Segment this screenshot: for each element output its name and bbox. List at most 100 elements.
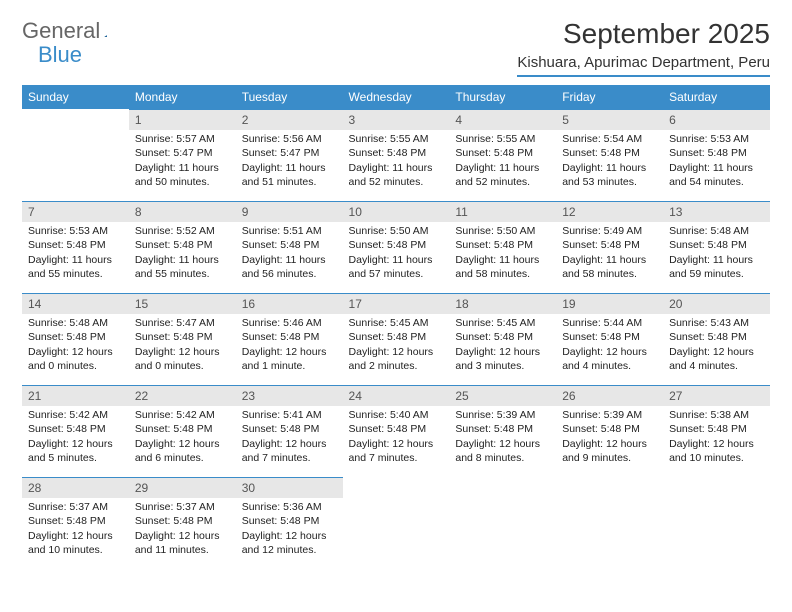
brand-part2: Blue <box>38 42 82 67</box>
sunrise-text: Sunrise: 5:41 AM <box>242 408 337 422</box>
daylight-line1: Daylight: 11 hours <box>455 253 550 267</box>
daylight-line2: and 0 minutes. <box>28 359 123 373</box>
calendar-cell: 22Sunrise: 5:42 AMSunset: 5:48 PMDayligh… <box>129 385 236 477</box>
daylight-line1: Daylight: 11 hours <box>242 161 337 175</box>
daylight-line2: and 58 minutes. <box>455 267 550 281</box>
calendar-week-row: 21Sunrise: 5:42 AMSunset: 5:48 PMDayligh… <box>22 385 770 477</box>
day-body: Sunrise: 5:50 AMSunset: 5:48 PMDaylight:… <box>343 222 450 285</box>
location-subtitle: Kishuara, Apurimac Department, Peru <box>517 54 770 77</box>
daylight-line2: and 58 minutes. <box>562 267 657 281</box>
sunset-text: Sunset: 5:48 PM <box>562 330 657 344</box>
day-number: 18 <box>449 293 556 314</box>
sunset-text: Sunset: 5:48 PM <box>669 422 764 436</box>
calendar-week-row: 14Sunrise: 5:48 AMSunset: 5:48 PMDayligh… <box>22 293 770 385</box>
sunset-text: Sunset: 5:48 PM <box>669 238 764 252</box>
sunset-text: Sunset: 5:48 PM <box>28 238 123 252</box>
sunrise-text: Sunrise: 5:54 AM <box>562 132 657 146</box>
day-body: Sunrise: 5:37 AMSunset: 5:48 PMDaylight:… <box>129 498 236 561</box>
day-number: 5 <box>556 109 663 130</box>
calendar-cell: 21Sunrise: 5:42 AMSunset: 5:48 PMDayligh… <box>22 385 129 477</box>
day-number: 21 <box>22 385 129 406</box>
sunrise-text: Sunrise: 5:36 AM <box>242 500 337 514</box>
day-body: Sunrise: 5:38 AMSunset: 5:48 PMDaylight:… <box>663 406 770 469</box>
calendar-cell: 27Sunrise: 5:38 AMSunset: 5:48 PMDayligh… <box>663 385 770 477</box>
calendar-cell: 8Sunrise: 5:52 AMSunset: 5:48 PMDaylight… <box>129 201 236 293</box>
daylight-line1: Daylight: 12 hours <box>135 437 230 451</box>
daylight-line1: Daylight: 11 hours <box>669 253 764 267</box>
sunrise-text: Sunrise: 5:56 AM <box>242 132 337 146</box>
sunset-text: Sunset: 5:48 PM <box>135 330 230 344</box>
month-title: September 2025 <box>517 18 770 50</box>
calendar-week-row: 7Sunrise: 5:53 AMSunset: 5:48 PMDaylight… <box>22 201 770 293</box>
sunset-text: Sunset: 5:48 PM <box>349 146 444 160</box>
day-number: 11 <box>449 201 556 222</box>
calendar-cell: 4Sunrise: 5:55 AMSunset: 5:48 PMDaylight… <box>449 109 556 201</box>
sunset-text: Sunset: 5:48 PM <box>28 422 123 436</box>
calendar-cell: 19Sunrise: 5:44 AMSunset: 5:48 PMDayligh… <box>556 293 663 385</box>
sunrise-text: Sunrise: 5:47 AM <box>135 316 230 330</box>
day-body: Sunrise: 5:39 AMSunset: 5:48 PMDaylight:… <box>449 406 556 469</box>
daylight-line1: Daylight: 12 hours <box>349 345 444 359</box>
day-number: 15 <box>129 293 236 314</box>
day-number: 26 <box>556 385 663 406</box>
day-number: 30 <box>236 477 343 498</box>
sunset-text: Sunset: 5:48 PM <box>562 146 657 160</box>
sunset-text: Sunset: 5:47 PM <box>242 146 337 160</box>
calendar-cell: 30Sunrise: 5:36 AMSunset: 5:48 PMDayligh… <box>236 477 343 569</box>
sunrise-text: Sunrise: 5:37 AM <box>135 500 230 514</box>
header: General September 2025 Kishuara, Apurima… <box>22 18 770 77</box>
sunrise-text: Sunrise: 5:45 AM <box>455 316 550 330</box>
daylight-line2: and 0 minutes. <box>135 359 230 373</box>
sunrise-text: Sunrise: 5:57 AM <box>135 132 230 146</box>
weekday-wed: Wednesday <box>343 85 450 109</box>
daylight-line1: Daylight: 11 hours <box>135 161 230 175</box>
day-number: 28 <box>22 477 129 498</box>
sunset-text: Sunset: 5:48 PM <box>455 146 550 160</box>
daylight-line2: and 9 minutes. <box>562 451 657 465</box>
daylight-line2: and 52 minutes. <box>455 175 550 189</box>
day-number: 19 <box>556 293 663 314</box>
sunset-text: Sunset: 5:48 PM <box>669 330 764 344</box>
sunset-text: Sunset: 5:48 PM <box>28 330 123 344</box>
day-body: Sunrise: 5:47 AMSunset: 5:48 PMDaylight:… <box>129 314 236 377</box>
day-number: 17 <box>343 293 450 314</box>
daylight-line2: and 50 minutes. <box>135 175 230 189</box>
daylight-line1: Daylight: 12 hours <box>669 437 764 451</box>
calendar-cell: 25Sunrise: 5:39 AMSunset: 5:48 PMDayligh… <box>449 385 556 477</box>
daylight-line2: and 59 minutes. <box>669 267 764 281</box>
daylight-line2: and 11 minutes. <box>135 543 230 557</box>
sunrise-text: Sunrise: 5:53 AM <box>28 224 123 238</box>
day-body: Sunrise: 5:39 AMSunset: 5:48 PMDaylight:… <box>556 406 663 469</box>
day-body: Sunrise: 5:44 AMSunset: 5:48 PMDaylight:… <box>556 314 663 377</box>
calendar-cell: 1Sunrise: 5:57 AMSunset: 5:47 PMDaylight… <box>129 109 236 201</box>
sunrise-text: Sunrise: 5:49 AM <box>562 224 657 238</box>
daylight-line1: Daylight: 12 hours <box>669 345 764 359</box>
title-block: September 2025 Kishuara, Apurimac Depart… <box>517 18 770 77</box>
daylight-line2: and 5 minutes. <box>28 451 123 465</box>
calendar-cell: 3Sunrise: 5:55 AMSunset: 5:48 PMDaylight… <box>343 109 450 201</box>
day-body: Sunrise: 5:45 AMSunset: 5:48 PMDaylight:… <box>449 314 556 377</box>
daylight-line2: and 51 minutes. <box>242 175 337 189</box>
sunset-text: Sunset: 5:48 PM <box>455 330 550 344</box>
calendar-cell: 14Sunrise: 5:48 AMSunset: 5:48 PMDayligh… <box>22 293 129 385</box>
weekday-header-row: Sunday Monday Tuesday Wednesday Thursday… <box>22 85 770 109</box>
calendar-cell: 2Sunrise: 5:56 AMSunset: 5:47 PMDaylight… <box>236 109 343 201</box>
sunset-text: Sunset: 5:48 PM <box>349 422 444 436</box>
sunrise-text: Sunrise: 5:45 AM <box>349 316 444 330</box>
sunset-text: Sunset: 5:48 PM <box>669 146 764 160</box>
calendar-cell: 5Sunrise: 5:54 AMSunset: 5:48 PMDaylight… <box>556 109 663 201</box>
daylight-line2: and 12 minutes. <box>242 543 337 557</box>
sunrise-text: Sunrise: 5:46 AM <box>242 316 337 330</box>
sunrise-text: Sunrise: 5:44 AM <box>562 316 657 330</box>
day-body: Sunrise: 5:37 AMSunset: 5:48 PMDaylight:… <box>22 498 129 561</box>
sunrise-text: Sunrise: 5:39 AM <box>455 408 550 422</box>
day-number: 13 <box>663 201 770 222</box>
daylight-line1: Daylight: 11 hours <box>349 161 444 175</box>
daylight-line1: Daylight: 11 hours <box>562 253 657 267</box>
day-number: 24 <box>343 385 450 406</box>
calendar-cell: 11Sunrise: 5:50 AMSunset: 5:48 PMDayligh… <box>449 201 556 293</box>
calendar-cell: 26Sunrise: 5:39 AMSunset: 5:48 PMDayligh… <box>556 385 663 477</box>
day-body: Sunrise: 5:57 AMSunset: 5:47 PMDaylight:… <box>129 130 236 193</box>
day-number: 29 <box>129 477 236 498</box>
sunrise-text: Sunrise: 5:37 AM <box>28 500 123 514</box>
